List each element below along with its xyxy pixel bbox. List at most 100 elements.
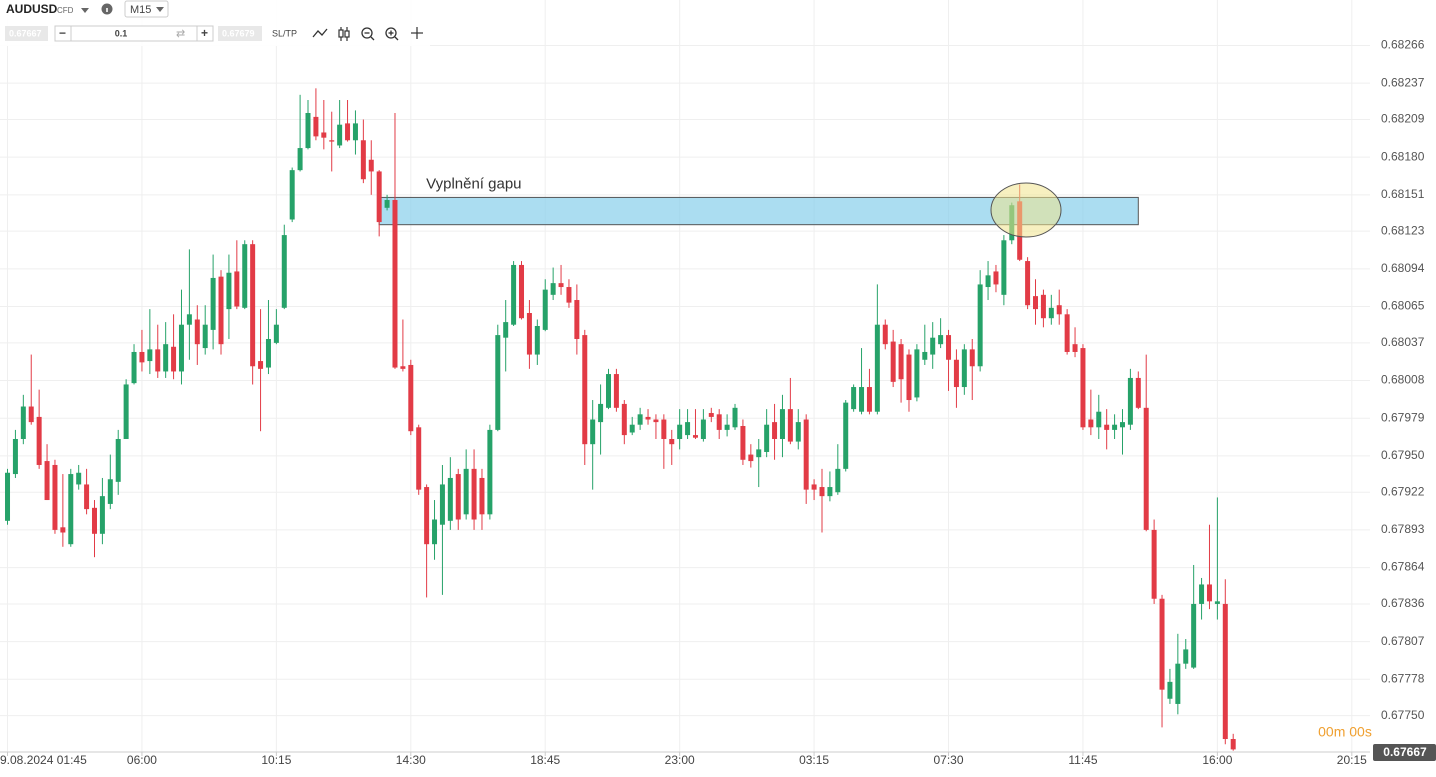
candle-body <box>653 419 659 423</box>
candle-icon[interactable] <box>338 27 350 41</box>
candle-body <box>337 124 343 146</box>
timeframe-box[interactable] <box>124 0 169 18</box>
candle-body <box>961 349 967 388</box>
y-tick-label: 0.67750 <box>1381 708 1425 722</box>
bid-box[interactable] <box>5 26 48 41</box>
candle-body <box>1001 240 1007 295</box>
candle-body <box>495 335 501 430</box>
zoom-in-icon[interactable] <box>385 27 399 41</box>
candle-body <box>439 484 445 525</box>
candle-body <box>123 384 129 439</box>
candle-body <box>993 271 999 285</box>
move-icon[interactable] <box>411 27 423 39</box>
candle-body <box>669 438 675 445</box>
y-tick-label: 0.68266 <box>1381 38 1425 52</box>
candle-body <box>376 171 382 223</box>
y-tick-label: 0.68037 <box>1381 335 1425 349</box>
zoom-out-icon[interactable] <box>361 27 375 41</box>
candle-body <box>590 419 596 445</box>
candle-body <box>131 351 137 384</box>
sltp-button[interactable]: SL/TP <box>272 28 297 38</box>
minus-button[interactable]: − <box>59 26 66 40</box>
candle-body <box>677 424 683 439</box>
candle-body <box>1080 348 1086 428</box>
candle-body <box>250 244 256 367</box>
toolbar: AUDUSD CFD M15 0.67667 − 0.1 ⇄ + 0.67679… <box>0 0 430 46</box>
candle-body <box>550 283 556 295</box>
candle-body <box>1112 424 1118 430</box>
candle-body <box>1119 422 1125 428</box>
price-tag: 0.67667 <box>1383 745 1427 759</box>
candle-body <box>985 275 991 288</box>
volume[interactable]: 0.1 <box>115 28 128 38</box>
candle-body <box>432 519 438 545</box>
candle-body <box>700 419 706 439</box>
annotation-text: Vyplnění gapu <box>426 175 521 192</box>
y-tick-label: 0.67807 <box>1381 634 1425 648</box>
candle-body <box>922 351 928 360</box>
symbol-dropdown[interactable] <box>81 8 89 13</box>
candle-body <box>772 422 778 439</box>
ask-box[interactable] <box>218 26 262 41</box>
candle-body <box>44 461 50 501</box>
candle-body <box>20 406 26 439</box>
symbol[interactable]: AUDUSD <box>6 2 58 16</box>
candle-body <box>859 387 865 412</box>
candle-body <box>1159 598 1165 690</box>
candle-body <box>1072 344 1078 352</box>
y-tick-label: 0.67778 <box>1381 671 1425 685</box>
candle-body <box>613 374 619 408</box>
candle-body <box>479 477 485 515</box>
line-chart-icon[interactable] <box>312 28 328 38</box>
highlight-ellipse <box>990 182 1062 238</box>
plus-button[interactable]: + <box>201 26 208 40</box>
candle-body <box>447 477 453 521</box>
candle-body <box>210 277 216 330</box>
candle-body <box>258 361 264 369</box>
x-tick-label: 20:15 <box>1337 753 1367 767</box>
x-tick-label: 03:15 <box>799 753 829 767</box>
y-tick-label: 0.67922 <box>1381 484 1425 498</box>
candle-body <box>558 283 564 288</box>
candle-body <box>819 487 825 497</box>
candle-body <box>155 349 161 372</box>
candle-body <box>1096 411 1102 428</box>
candle-body <box>36 416 42 465</box>
candle-body <box>803 419 809 490</box>
y-tick-label: 0.67893 <box>1381 522 1425 536</box>
y-tick-label: 0.68237 <box>1381 75 1425 89</box>
y-tick-label: 0.68094 <box>1381 261 1425 275</box>
candle-body <box>1033 296 1039 310</box>
candle-body <box>1135 377 1141 408</box>
candle-body <box>716 414 722 430</box>
candle-body <box>898 344 904 380</box>
candle-body <box>1206 584 1212 602</box>
price-tag-box <box>1373 744 1436 761</box>
candle-body <box>408 364 414 432</box>
swap-icon[interactable]: ⇄ <box>176 28 185 40</box>
candle-body <box>281 235 287 308</box>
candle-body <box>1143 407 1149 530</box>
candle-body <box>471 468 477 520</box>
candle-body <box>297 148 303 171</box>
candle-body <box>68 474 74 545</box>
candle-body <box>171 346 177 372</box>
candle-body <box>851 387 857 410</box>
candle-body <box>321 132 327 138</box>
candle-body <box>835 468 841 493</box>
candle-body <box>795 422 801 442</box>
candle-body <box>503 322 509 338</box>
candle-body <box>511 264 517 325</box>
candle-body <box>732 407 738 428</box>
candle-body <box>1230 739 1236 750</box>
candle-body <box>99 496 105 534</box>
candle-body <box>218 276 224 345</box>
candle-body <box>542 289 548 330</box>
x-tick-label: 18:45 <box>530 753 560 767</box>
candle-body <box>977 284 983 367</box>
candle-body <box>273 324 279 343</box>
candle-body <box>890 341 896 382</box>
candle-body <box>740 426 746 460</box>
y-tick-label: 0.68209 <box>1381 112 1425 126</box>
candle-body <box>1214 601 1220 604</box>
